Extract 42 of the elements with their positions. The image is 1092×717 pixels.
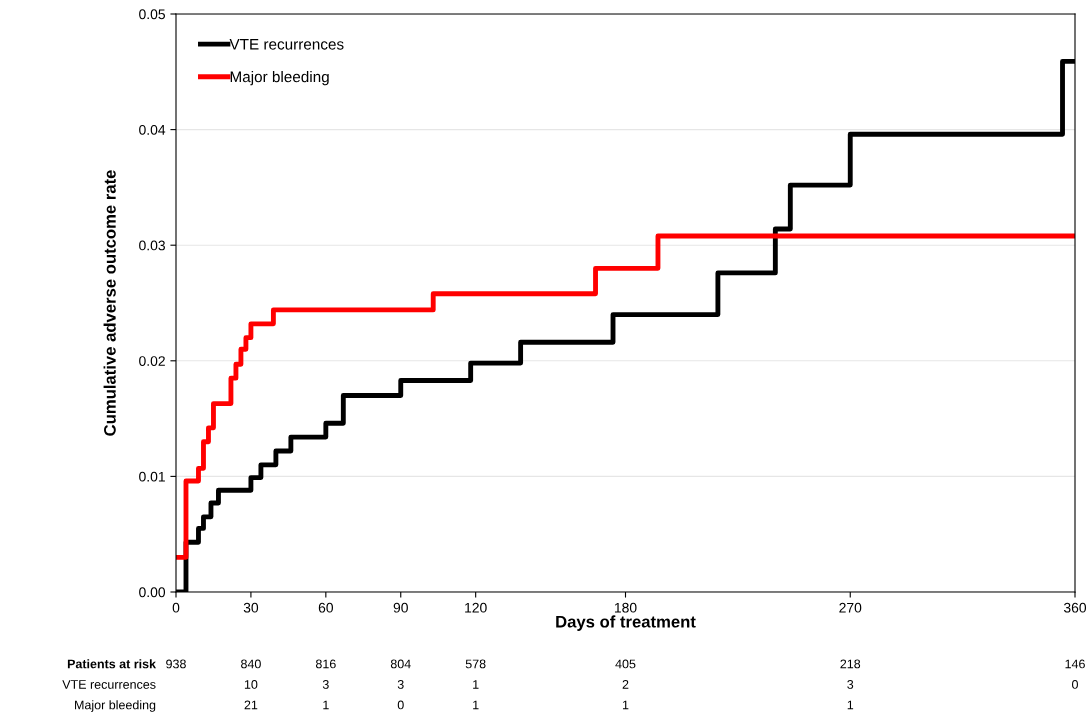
text: 840: [241, 659, 261, 669]
y-tick-label: 0.03: [139, 240, 165, 251]
x-tick-label: 0: [172, 602, 180, 613]
text: 3: [397, 680, 404, 689]
y-tick-label: 0.04: [139, 124, 166, 135]
legend-label: VTE recurrences: [229, 39, 344, 50]
x-tick-label: 30: [243, 602, 259, 613]
y-tick-label: 0.01: [139, 471, 165, 482]
text: 1: [323, 700, 329, 710]
text: VTE recurrences: [62, 680, 156, 689]
legend-label: Major bleeding: [230, 71, 329, 86]
x-axis-title: Days of treatment: [556, 615, 696, 631]
text: 1: [473, 680, 479, 689]
text: 1: [473, 700, 479, 710]
x-tick-label: 360: [1063, 602, 1087, 613]
text: 10: [244, 680, 258, 689]
y-tick-label: 0.00: [139, 587, 166, 598]
x-tick-label: 180: [614, 602, 637, 613]
x-tick-label: 90: [393, 602, 408, 613]
text: 816: [315, 659, 336, 669]
text: 2: [622, 680, 629, 689]
text: Patients at risk: [67, 659, 157, 669]
text: 0: [1072, 680, 1078, 689]
text: Major bleeding: [75, 700, 156, 712]
text: 405: [615, 659, 636, 669]
x-tick-label: 120: [465, 602, 487, 613]
y-tick-label: 0.05: [139, 9, 165, 20]
text: 146: [1065, 659, 1085, 669]
text: 938: [166, 659, 186, 669]
text: 1: [622, 700, 629, 710]
text: 578: [465, 659, 486, 669]
x-tick-label: 270: [839, 602, 862, 613]
text: 3: [322, 680, 329, 689]
y-axis-title: Cumulative adverse outcome rate: [103, 170, 116, 436]
text: 3: [847, 680, 854, 689]
text: 21: [244, 700, 258, 710]
text: 1: [847, 700, 854, 710]
text: 804: [390, 659, 411, 669]
text: 0: [397, 700, 404, 710]
x-tick-label: 60: [318, 602, 334, 613]
text: 218: [840, 659, 861, 669]
y-tick-label: 0.02: [139, 356, 165, 366]
